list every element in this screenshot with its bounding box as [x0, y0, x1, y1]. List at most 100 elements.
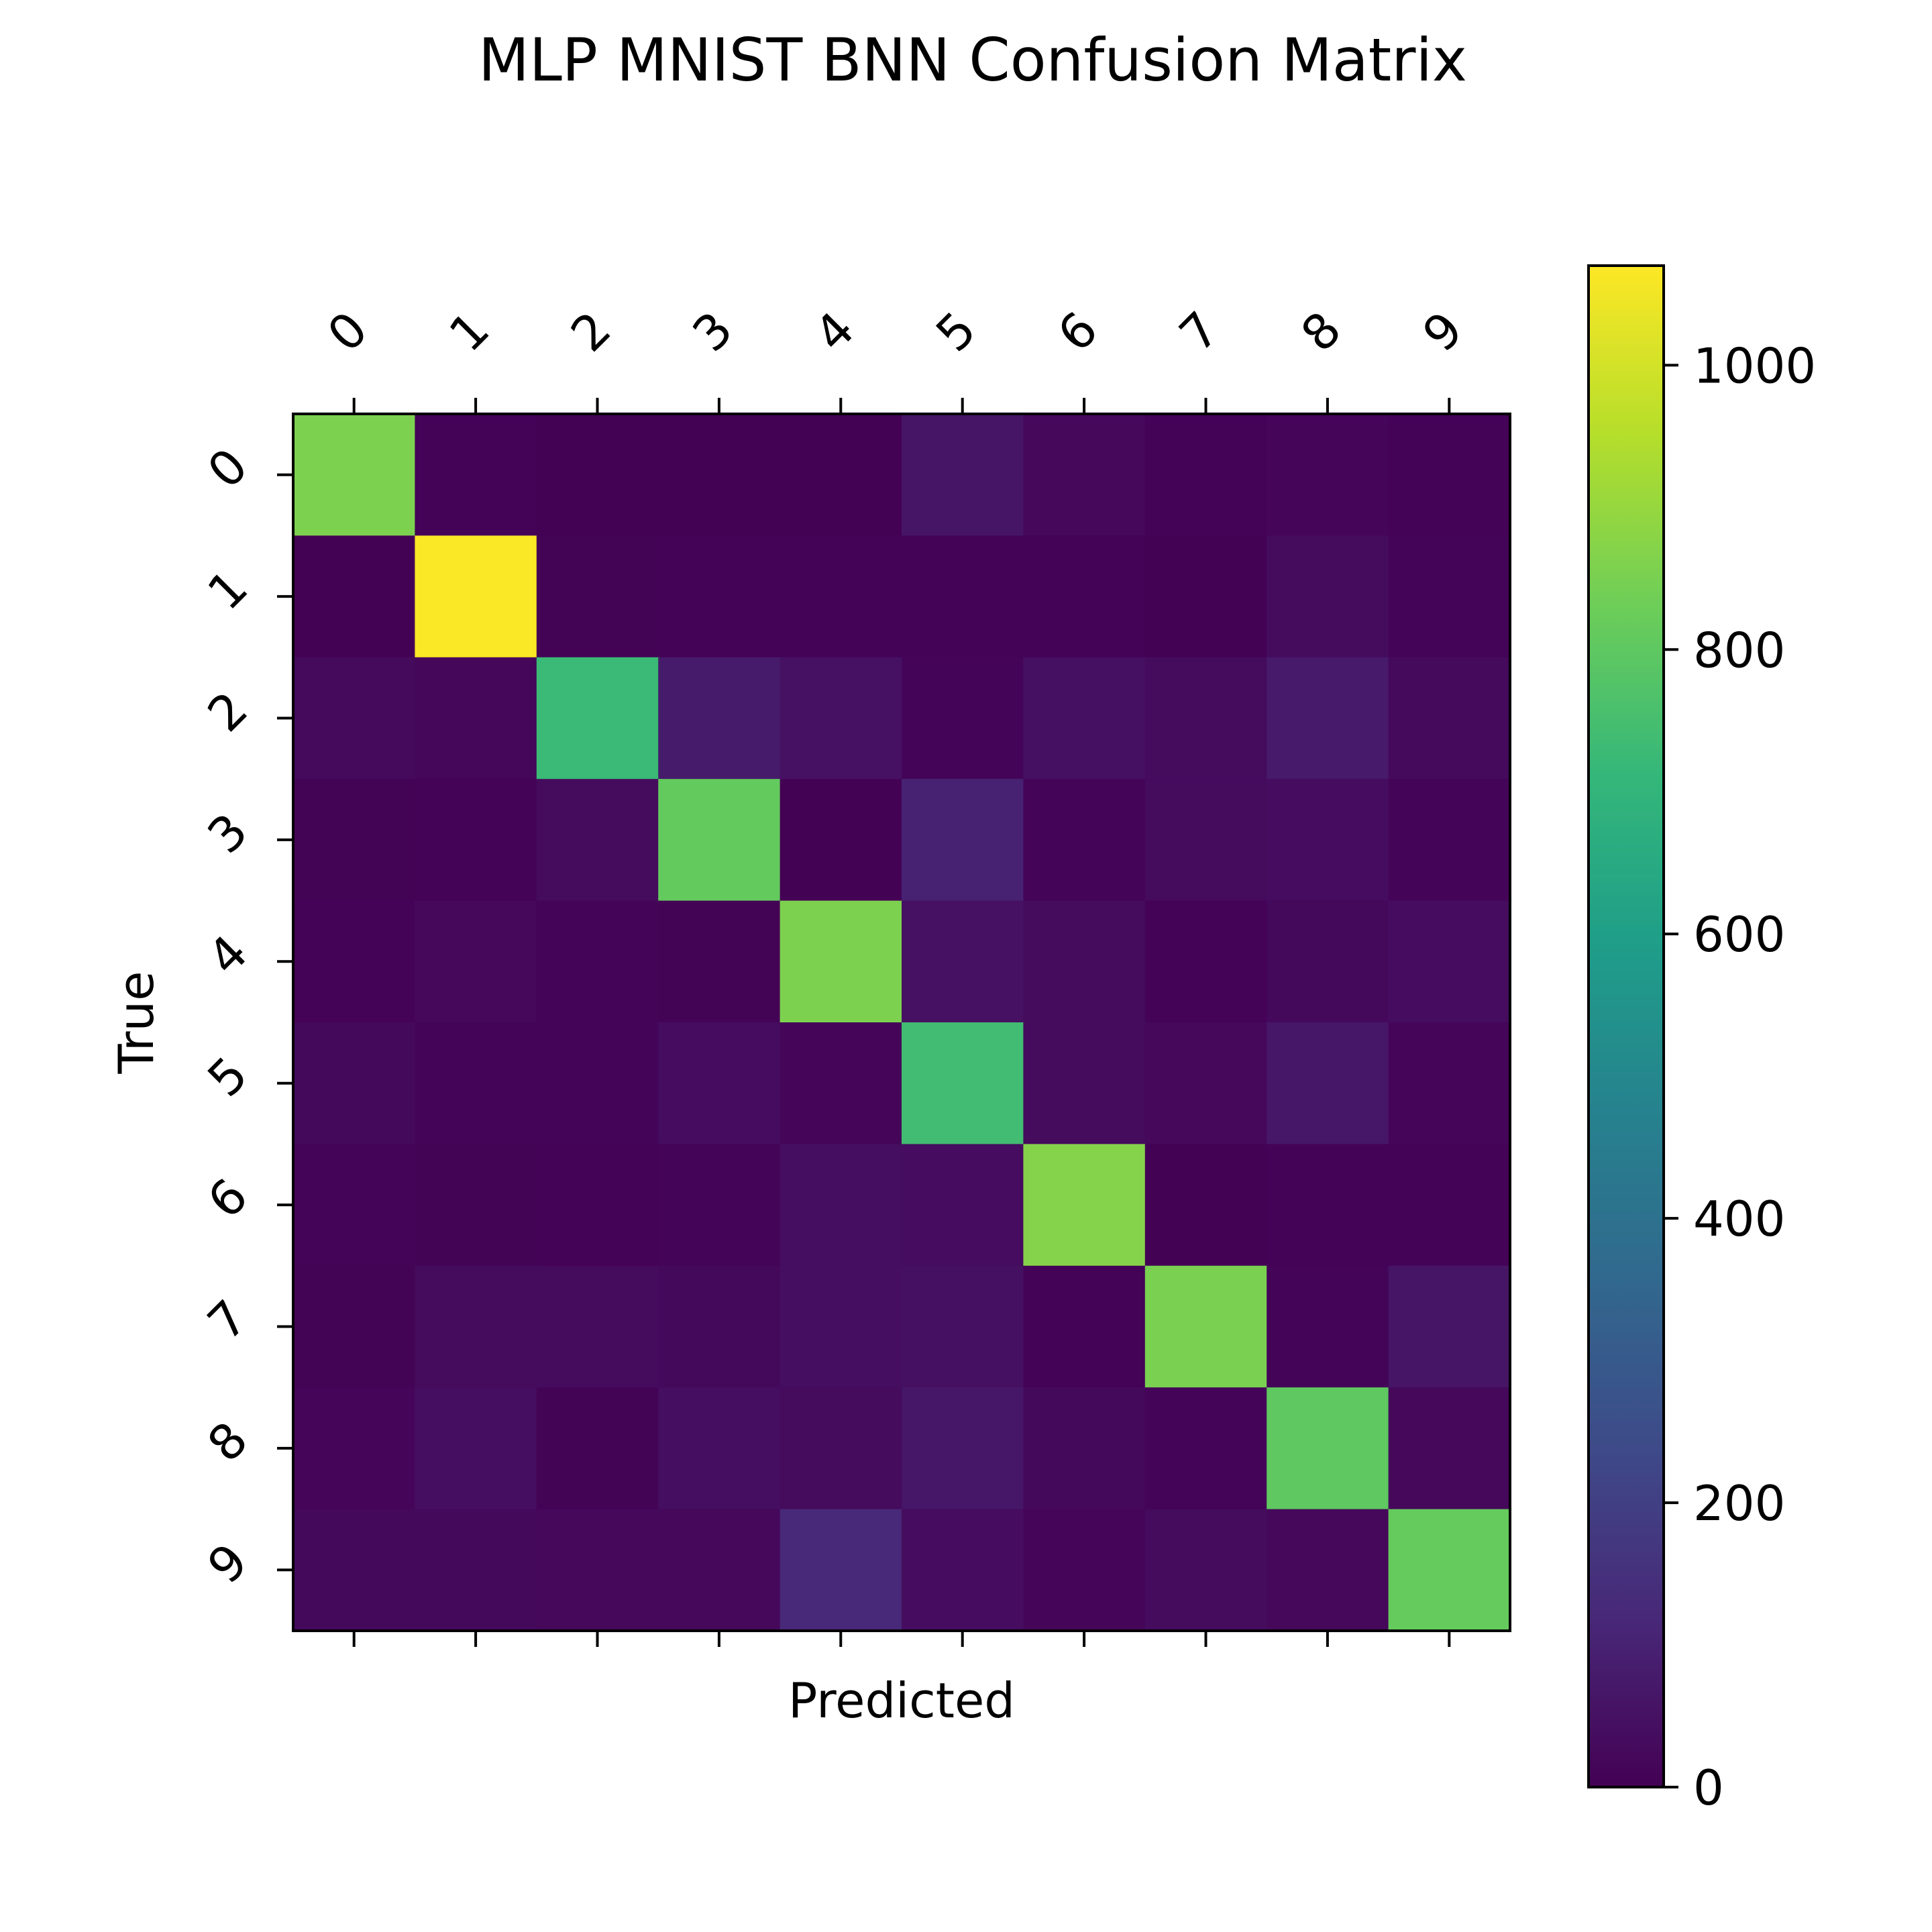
- x-tick-label: 6: [1047, 301, 1109, 362]
- heatmap-cell: [415, 1144, 537, 1267]
- heatmap-cell: [1388, 900, 1511, 1023]
- heatmap-cell: [1144, 1265, 1267, 1388]
- colorbar-tick-label: 600: [1693, 906, 1785, 963]
- x-tick-label: 3: [682, 301, 743, 362]
- heatmap-cell: [780, 900, 902, 1023]
- colorbar-tick-label: 1000: [1693, 337, 1816, 394]
- y-axis-ticks: 0 1 2 3 4 5 6 7 8 9: [197, 437, 293, 1595]
- heatmap-cell: [415, 1387, 537, 1510]
- heatmap-cell: [1267, 1265, 1389, 1388]
- heatmap-cell: [1388, 1265, 1511, 1388]
- x-tick-label: 0: [317, 301, 378, 362]
- x-tick-label: 9: [1412, 301, 1474, 362]
- heatmap-cell: [902, 1022, 1024, 1144]
- y-axis-label: True: [108, 971, 164, 1075]
- heatmap-cell: [780, 1265, 902, 1388]
- heatmap-cell: [780, 1387, 902, 1510]
- heatmap-cell: [658, 414, 781, 536]
- heatmap-cell: [658, 1265, 781, 1388]
- heatmap-cell: [1023, 1387, 1146, 1510]
- heatmap-cell: [902, 1144, 1024, 1267]
- heatmap-cell: [536, 657, 659, 780]
- y-tick-label: 5: [197, 1046, 258, 1108]
- heatmap-cell: [293, 779, 415, 902]
- heatmap-cell: [1388, 1509, 1511, 1631]
- y-tick-label: 8: [197, 1411, 258, 1472]
- heatmap-cell: [1144, 1387, 1267, 1510]
- x-tick-label: 5: [925, 301, 987, 362]
- heatmap-cell: [415, 900, 537, 1023]
- heatmap-cell: [293, 535, 415, 658]
- y-tick-label: 4: [197, 924, 258, 986]
- heatmap-cell: [1388, 535, 1511, 658]
- y-tick-label: 9: [197, 1533, 258, 1595]
- heatmap-cell: [536, 414, 659, 536]
- heatmap-cell: [780, 535, 902, 658]
- heatmap-cell: [536, 1387, 659, 1510]
- heatmap-cell: [1144, 1144, 1267, 1267]
- heatmap-cell: [1023, 657, 1146, 780]
- y-tick-label: 1: [197, 559, 258, 621]
- heatmap-cell: [1144, 535, 1267, 658]
- heatmap-cell: [902, 414, 1024, 536]
- heatmap-cell: [1388, 1387, 1511, 1510]
- heatmap-cell: [1388, 414, 1511, 536]
- heatmap-cell: [1267, 657, 1389, 780]
- y-tick-label: 0: [197, 437, 258, 499]
- heatmap-cell: [902, 1387, 1024, 1510]
- plot-frame: [292, 413, 1511, 1632]
- heatmap-cell: [1144, 657, 1267, 780]
- heatmap-cell: [415, 657, 537, 780]
- heatmap-cell: [536, 900, 659, 1023]
- y-tick-label: 6: [197, 1168, 258, 1230]
- heatmap-cell: [902, 900, 1024, 1023]
- colorbar-tick-label: 400: [1693, 1191, 1785, 1247]
- heatmap-cell: [293, 1509, 415, 1631]
- heatmap-cell: [415, 779, 537, 902]
- heatmap-cell: [1144, 414, 1267, 536]
- heatmap-cell: [658, 779, 781, 902]
- heatmap-cell: [1267, 779, 1389, 902]
- heatmap-cell: [658, 657, 781, 780]
- heatmap-cell: [780, 779, 902, 902]
- heatmap-cell: [293, 1022, 415, 1144]
- heatmap-cell: [415, 1265, 537, 1388]
- heatmap-cell: [293, 1265, 415, 1388]
- heatmap-cell: [1388, 1144, 1511, 1267]
- heatmap-cell: [293, 1387, 415, 1510]
- heatmap-cell: [1144, 1022, 1267, 1144]
- heatmap-cell: [415, 1509, 537, 1631]
- heatmap-cell: [658, 1387, 781, 1510]
- heatmap-cell: [902, 657, 1024, 780]
- heatmap-cell: [1267, 1509, 1389, 1631]
- heatmap-cell: [1388, 657, 1511, 780]
- heatmap-cell: [780, 414, 902, 536]
- heatmap-cell: [536, 535, 659, 658]
- heatmap-cell: [1267, 535, 1389, 658]
- heatmap-cell: [658, 900, 781, 1023]
- chart-title: MLP MNIST BNN Confusion Matrix: [478, 25, 1467, 95]
- y-tick-label: 7: [197, 1289, 258, 1351]
- heatmap-cell: [1144, 779, 1267, 902]
- heatmap-cell: [1023, 535, 1146, 658]
- heatmap-cell: [536, 1022, 659, 1144]
- heatmap-cell: [1023, 414, 1146, 536]
- heatmap-cell: [780, 1509, 902, 1631]
- heatmap-cell: [1144, 1509, 1267, 1631]
- heatmap-cell: [1267, 1144, 1389, 1267]
- heatmap-cells: [293, 414, 1511, 1631]
- heatmap-cell: [658, 1509, 781, 1631]
- colorbar-ticks: 0 200 400 600 800 1000: [1664, 337, 1816, 1816]
- heatmap-cell: [1267, 1022, 1389, 1144]
- heatmap-cell: [780, 1022, 902, 1144]
- heatmap-cell: [1267, 1387, 1389, 1510]
- heatmap-cell: [536, 1509, 659, 1631]
- heatmap-cell: [1267, 414, 1389, 536]
- heatmap-cell: [1023, 1022, 1146, 1144]
- heatmap-cell: [415, 414, 537, 536]
- heatmap-cell: [293, 1144, 415, 1267]
- heatmap-cell: [293, 657, 415, 780]
- heatmap-cell: [415, 1022, 537, 1144]
- heatmap-cell: [536, 779, 659, 902]
